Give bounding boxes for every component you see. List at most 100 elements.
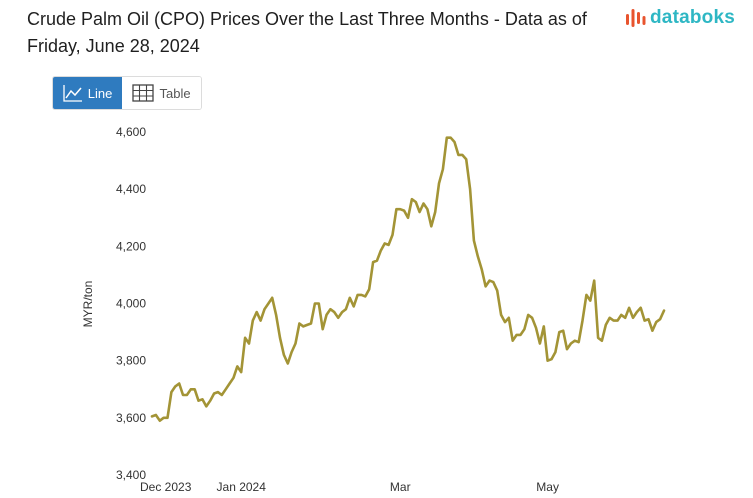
data-point[interactable] (417, 209, 423, 215)
data-point[interactable] (374, 258, 380, 264)
data-point[interactable] (207, 398, 213, 404)
data-point[interactable] (421, 200, 427, 206)
data-point[interactable] (517, 332, 523, 338)
data-point[interactable] (250, 318, 256, 324)
data-point[interactable] (285, 361, 291, 367)
data-point[interactable] (494, 288, 500, 294)
data-point[interactable] (184, 392, 190, 398)
data-point[interactable] (428, 223, 434, 229)
data-point[interactable] (234, 363, 240, 369)
data-point[interactable] (289, 349, 295, 355)
data-point[interactable] (541, 323, 547, 329)
data-point[interactable] (591, 278, 597, 284)
data-point[interactable] (471, 238, 477, 244)
x-tick-label: Jan 2024 (217, 480, 267, 494)
data-point[interactable] (603, 322, 609, 328)
data-point[interactable] (645, 316, 651, 322)
data-point[interactable] (199, 396, 205, 402)
data-point[interactable] (389, 232, 395, 238)
data-point[interactable] (192, 386, 198, 392)
data-point[interactable] (366, 286, 372, 292)
data-point[interactable] (324, 312, 330, 318)
y-axis-label: MYR/ton (81, 281, 95, 328)
data-point[interactable] (308, 321, 314, 327)
data-point[interactable] (549, 356, 555, 362)
data-point[interactable] (265, 301, 271, 307)
data-point[interactable] (475, 253, 481, 259)
x-axis: Dec 2023 Jan 2024 Mar May (140, 480, 559, 494)
data-point[interactable] (246, 341, 252, 347)
data-point[interactable] (219, 392, 225, 398)
y-tick-label: 4,400 (116, 182, 146, 196)
data-point[interactable] (576, 339, 582, 345)
data-point[interactable] (529, 315, 535, 321)
data-point[interactable] (242, 335, 248, 341)
data-point[interactable] (413, 199, 419, 205)
data-point[interactable] (463, 156, 469, 162)
data-point[interactable] (580, 318, 586, 324)
data-point[interactable] (587, 298, 593, 304)
data-point[interactable] (223, 386, 229, 392)
data-point[interactable] (630, 315, 636, 321)
data-point[interactable] (347, 295, 353, 301)
data-point[interactable] (498, 312, 504, 318)
data-point[interactable] (506, 315, 512, 321)
data-point[interactable] (638, 305, 644, 311)
data-point[interactable] (649, 328, 655, 334)
data-point[interactable] (452, 139, 458, 145)
data-point[interactable] (626, 305, 632, 311)
data-point[interactable] (436, 180, 442, 186)
data-point[interactable] (168, 389, 174, 395)
data-point[interactable] (405, 215, 411, 221)
data-point[interactable] (521, 326, 527, 332)
data-point[interactable] (351, 303, 357, 309)
data-point[interactable] (386, 242, 392, 248)
data-point[interactable] (467, 186, 473, 192)
data-point[interactable] (238, 369, 244, 375)
data-point[interactable] (331, 309, 337, 315)
data-point[interactable] (552, 349, 558, 355)
data-point[interactable] (165, 415, 171, 421)
data-point[interactable] (281, 352, 287, 358)
data-point[interactable] (277, 335, 283, 341)
data-point[interactable] (258, 318, 264, 324)
data-point[interactable] (401, 208, 407, 214)
data-point[interactable] (599, 338, 605, 344)
line-view-button[interactable]: Line (53, 77, 123, 109)
data-point[interactable] (661, 308, 667, 314)
data-point[interactable] (614, 318, 620, 324)
data-point[interactable] (490, 279, 496, 285)
data-point[interactable] (622, 315, 628, 321)
data-point[interactable] (227, 381, 233, 387)
x-tick-label: Mar (390, 480, 411, 494)
data-point[interactable] (483, 283, 489, 289)
data-point[interactable] (537, 341, 543, 347)
data-point[interactable] (316, 301, 322, 307)
data-point[interactable] (269, 295, 275, 301)
data-point[interactable] (203, 403, 209, 409)
table-view-button[interactable]: Table (122, 77, 201, 109)
data-point[interactable] (583, 292, 589, 298)
data-point[interactable] (320, 326, 326, 332)
data-point[interactable] (424, 206, 430, 212)
data-point[interactable] (560, 328, 566, 334)
data-point[interactable] (510, 338, 516, 344)
data-point[interactable] (564, 346, 570, 352)
data-point[interactable] (479, 266, 485, 272)
data-point[interactable] (533, 325, 539, 331)
data-point[interactable] (153, 412, 159, 418)
data-point[interactable] (176, 381, 182, 387)
data-point[interactable] (343, 306, 349, 312)
data-point[interactable] (293, 341, 299, 347)
data-point[interactable] (440, 166, 446, 172)
data-point[interactable] (335, 315, 341, 321)
data-point[interactable] (230, 375, 236, 381)
data-point[interactable] (254, 309, 260, 315)
data-point[interactable] (432, 209, 438, 215)
data-point[interactable] (378, 248, 384, 254)
series-line-cpo-price[interactable] (150, 136, 666, 423)
data-point[interactable] (362, 293, 368, 299)
data-point[interactable] (273, 312, 279, 318)
data-point[interactable] (657, 316, 663, 322)
data-point[interactable] (261, 306, 267, 312)
